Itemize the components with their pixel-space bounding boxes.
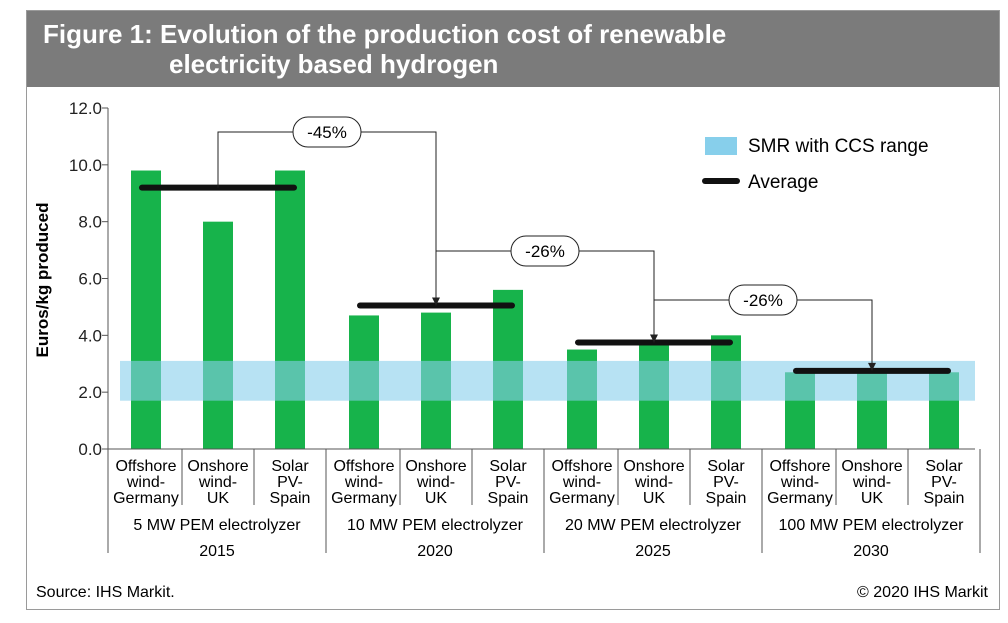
category-label: Germany bbox=[331, 490, 397, 507]
annotation-connector bbox=[217, 131, 437, 300]
category-label: Solar bbox=[925, 458, 963, 475]
category-label: wind- bbox=[852, 474, 891, 491]
y-tick-label: 2.0 bbox=[78, 383, 102, 402]
category-label: Onshore bbox=[623, 458, 684, 475]
category-label: Germany bbox=[549, 490, 615, 507]
category-label: Onshore bbox=[187, 458, 248, 475]
category-label: Offshore bbox=[115, 458, 176, 475]
figure-header: Figure 1: Evolution of the production co… bbox=[27, 11, 999, 87]
category-label: UK bbox=[643, 490, 666, 507]
legend-average-label: Average bbox=[748, 172, 818, 193]
year-label: 2020 bbox=[417, 543, 453, 560]
category-label: wind- bbox=[634, 474, 673, 491]
figure-frame: Figure 1: Evolution of the production co… bbox=[26, 10, 1000, 610]
category-label: PV- bbox=[495, 474, 521, 491]
category-label: Onshore bbox=[405, 458, 466, 475]
bar bbox=[275, 170, 305, 449]
smr-ccs-range-band bbox=[120, 360, 975, 401]
category-label: Offshore bbox=[333, 458, 394, 475]
annotation-label: -45% bbox=[307, 123, 347, 142]
y-tick-label: 6.0 bbox=[78, 270, 102, 289]
year-label: 2015 bbox=[199, 543, 235, 560]
year-label: 2025 bbox=[635, 543, 671, 560]
electrolyzer-label: 20 MW PEM electrolyzer bbox=[565, 517, 742, 534]
copyright-note: © 2020 IHS Markit bbox=[857, 584, 988, 601]
bar-chart: 0.0 2.0 4.0 6.0 8.0 10.0 12.0 Euros/kg produced… bbox=[33, 99, 981, 560]
category-label: Solar bbox=[489, 458, 527, 475]
figure-title: Figure 1: Evolution of the production co… bbox=[43, 19, 726, 79]
category-label: Spain bbox=[488, 490, 529, 507]
category-label: UK bbox=[425, 490, 448, 507]
y-tick-label: 12.0 bbox=[69, 99, 102, 118]
category-label: wind- bbox=[416, 474, 455, 491]
category-label: UK bbox=[861, 490, 884, 507]
title-line-2: electricity based hydrogen bbox=[169, 49, 499, 79]
category-label: PV- bbox=[931, 474, 957, 491]
category-label: PV- bbox=[713, 474, 739, 491]
legend-band-label: SMR with CCS range bbox=[748, 136, 929, 157]
y-tick-label: 8.0 bbox=[78, 213, 102, 232]
annotation-bubble bbox=[728, 284, 798, 316]
category-label: wind- bbox=[198, 474, 237, 491]
category-label: PV- bbox=[277, 474, 303, 491]
category-label: Solar bbox=[707, 458, 745, 475]
year-label: 2030 bbox=[853, 543, 889, 560]
category-label: wind- bbox=[126, 474, 165, 491]
category-label: wind- bbox=[344, 474, 383, 491]
title-line-1: Figure 1: Evolution of the production co… bbox=[43, 19, 727, 49]
category-label: Onshore bbox=[841, 458, 902, 475]
category-label: Offshore bbox=[551, 458, 612, 475]
annotation-bubble bbox=[510, 235, 580, 267]
electrolyzer-label: 5 MW PEM electrolyzer bbox=[133, 517, 301, 534]
category-label: Germany bbox=[113, 490, 179, 507]
y-tick-label: 10.0 bbox=[69, 156, 102, 175]
annotation-arrowhead bbox=[868, 362, 876, 371]
category-label: wind- bbox=[780, 474, 819, 491]
category-label: UK bbox=[207, 490, 230, 507]
annotation-bubble bbox=[292, 116, 362, 148]
category-label: Offshore bbox=[769, 458, 830, 475]
legend-band-swatch bbox=[705, 137, 737, 155]
category-label: Germany bbox=[767, 490, 833, 507]
y-tick-label: 0.0 bbox=[78, 440, 102, 459]
annotation-label: -26% bbox=[743, 291, 783, 310]
category-label: Spain bbox=[706, 490, 747, 507]
electrolyzer-label: 10 MW PEM electrolyzer bbox=[347, 517, 524, 534]
bar bbox=[131, 170, 161, 449]
category-label: wind- bbox=[562, 474, 601, 491]
category-label: Solar bbox=[271, 458, 309, 475]
y-tick-label: 4.0 bbox=[78, 326, 102, 345]
bar bbox=[203, 221, 233, 449]
y-axis-label: Euros/kg produced bbox=[33, 203, 52, 358]
category-label: Spain bbox=[270, 490, 311, 507]
annotation-label: -26% bbox=[525, 242, 565, 261]
source-note: Source: IHS Markit. bbox=[36, 584, 175, 601]
category-label: Spain bbox=[924, 490, 965, 507]
electrolyzer-label: 100 MW PEM electrolyzer bbox=[779, 517, 965, 534]
